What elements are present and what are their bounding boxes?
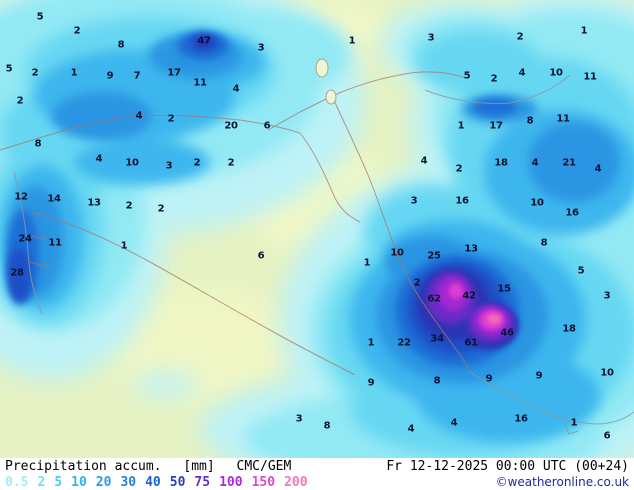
- legend-value: 2: [37, 474, 46, 490]
- legend-value: 200: [284, 474, 308, 490]
- product-name: Precipitation accum.: [5, 458, 162, 474]
- copyright-link[interactable]: ©weatheronline.co.uk: [495, 475, 629, 489]
- footer: Precipitation accum. [mm] CMC/GEM Fr 12-…: [0, 458, 634, 490]
- footer-title-row: Precipitation accum. [mm] CMC/GEM Fr 12-…: [0, 458, 634, 474]
- legend-value: 10: [71, 474, 87, 490]
- product-unit: [mm]: [183, 458, 215, 474]
- legend-value: 150: [251, 474, 276, 490]
- precip-layer-200: [487, 314, 501, 324]
- precipitation-map: [0, 0, 634, 458]
- product-title: Precipitation accum. [mm] CMC/GEM: [5, 459, 291, 474]
- legend-value: 30: [120, 474, 137, 490]
- valid-datetime: Fr 12-12-2025 00:00 UTC (00+24): [386, 458, 629, 474]
- model-name: CMC/GEM: [236, 458, 292, 474]
- legend-value: 75: [194, 474, 211, 490]
- precip-field: [0, 0, 634, 458]
- legend-value: 100: [219, 474, 243, 490]
- legend-value: 50: [169, 474, 186, 490]
- country-borders: [0, 71, 471, 376]
- legend-value: 5: [54, 474, 63, 490]
- legend-value: 40: [145, 474, 161, 490]
- footer-legend-row: 0.5 2 5 10 20 30 40 50 75 100 150 200 ©weatheronlin…: [0, 474, 634, 490]
- legend-scale: 0.5 2 5 10 20 30 40 50 75 100 150 200: [5, 475, 308, 490]
- coastlines: [13, 74, 634, 435]
- lakes: [315, 58, 337, 105]
- legend-value: 20: [95, 474, 112, 490]
- legend-value: 0.5: [5, 474, 29, 490]
